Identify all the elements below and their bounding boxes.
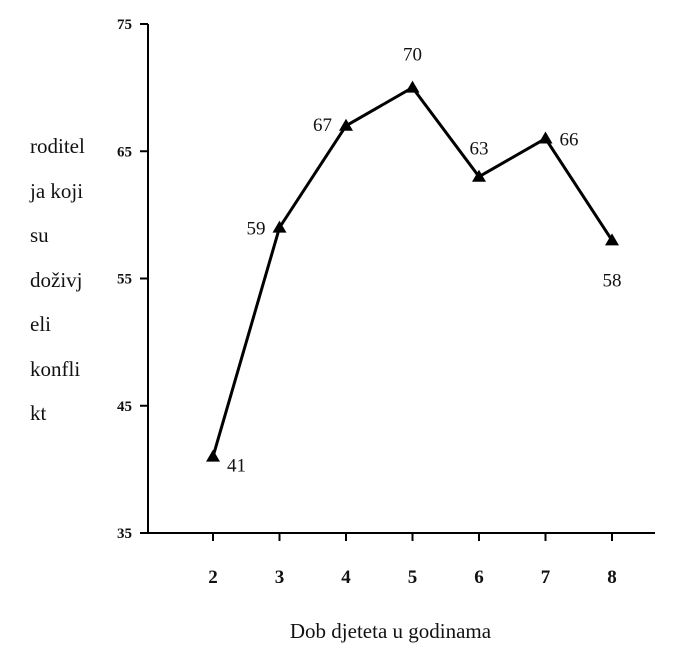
data-point-marker bbox=[272, 220, 287, 233]
data-labels: 41 59 67 70 63 66 58 bbox=[227, 45, 622, 477]
data-point-marker bbox=[339, 118, 353, 131]
y-tick-label: 65 bbox=[117, 144, 132, 160]
x-tick-label: 3 bbox=[275, 567, 285, 588]
data-point-marker bbox=[405, 80, 420, 93]
y-axis-label-line: konfli bbox=[30, 356, 81, 381]
x-axis-label: Dob djeteta u godinama bbox=[289, 619, 492, 643]
data-label: 66 bbox=[560, 130, 579, 151]
data-label: 59 bbox=[247, 219, 266, 240]
x-tick-label: 2 bbox=[208, 567, 218, 588]
x-tick-label: 5 bbox=[408, 567, 418, 588]
data-label: 67 bbox=[313, 115, 332, 136]
data-label: 41 bbox=[227, 456, 246, 477]
y-axis-label-line: eli bbox=[30, 312, 51, 336]
y-axis-label-line: roditel bbox=[30, 134, 85, 158]
data-label: 70 bbox=[403, 45, 422, 66]
data-label: 63 bbox=[470, 139, 489, 160]
y-tick-label: 55 bbox=[117, 272, 132, 288]
data-point-marker bbox=[538, 131, 553, 144]
y-axis-label-line: ja koji bbox=[30, 178, 84, 203]
x-tick-label: 6 bbox=[474, 567, 484, 588]
x-tick-label: 4 bbox=[341, 567, 351, 588]
data-point-marker bbox=[206, 449, 220, 462]
data-label: 58 bbox=[603, 270, 622, 291]
data-point-marker bbox=[472, 169, 486, 182]
y-tick-label: 45 bbox=[117, 399, 132, 415]
data-point-marker bbox=[605, 233, 619, 246]
y-axis-label-line: kt bbox=[30, 401, 47, 425]
x-tick-label: 8 bbox=[607, 567, 617, 588]
x-axis-ticks: 2 3 4 5 6 7 8 bbox=[208, 533, 617, 588]
x-tick-label: 7 bbox=[541, 567, 551, 588]
y-tick-label: 75 bbox=[117, 17, 132, 33]
y-axis-ticks: 35 45 55 65 75 bbox=[117, 17, 148, 542]
data-markers bbox=[206, 80, 619, 462]
y-tick-label: 35 bbox=[117, 526, 132, 542]
y-axis-label-line: su bbox=[30, 223, 49, 247]
y-axis-label-line: doživj bbox=[30, 267, 83, 292]
